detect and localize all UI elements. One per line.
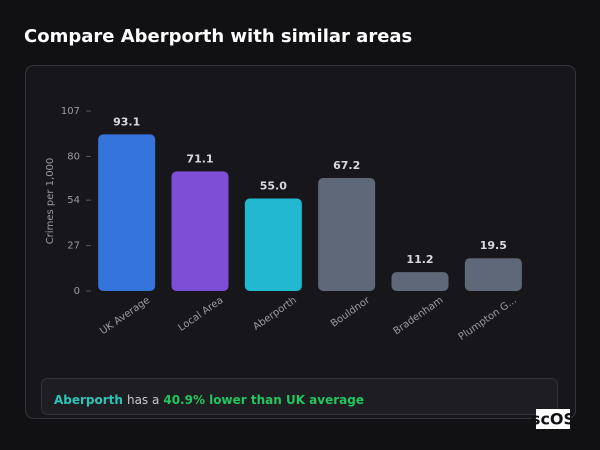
bar — [391, 272, 449, 291]
y-tick-label: 107 — [61, 106, 80, 117]
value-label: 19.5 — [480, 239, 507, 252]
summary-text: has a — [127, 393, 159, 407]
logo: scOS — [531, 410, 575, 429]
bar — [98, 134, 156, 291]
bar — [244, 198, 302, 291]
y-tick-label: 27 — [67, 241, 80, 252]
bar — [318, 177, 376, 291]
y-tick-label: 80 — [67, 151, 80, 162]
value-label: 11.2 — [406, 253, 433, 266]
summary-highlight: 40.9% lower than UK average — [163, 393, 364, 407]
bar — [171, 171, 229, 291]
logo-box — [536, 409, 570, 429]
value-label: 71.1 — [186, 152, 213, 165]
value-label: 93.1 — [113, 115, 140, 128]
summary-box — [41, 378, 558, 415]
summary: Aberporth has a 40.9% lower than UK averag… — [54, 393, 364, 407]
y-tick-label: 0 — [74, 286, 80, 297]
value-label: 67.2 — [333, 159, 360, 172]
bar — [464, 258, 522, 291]
value-label: 55.0 — [260, 179, 287, 192]
summary-area: Aberporth — [54, 393, 123, 407]
y-axis-label: Crimes per 1,000 — [45, 158, 56, 245]
page-title: Compare Aberporth with similar areas — [24, 26, 412, 47]
y-tick-label: 54 — [67, 195, 80, 206]
